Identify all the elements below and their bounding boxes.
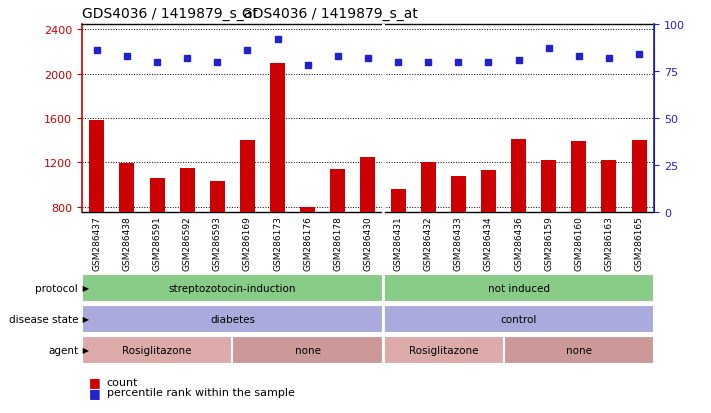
Bar [602,161,616,213]
Bar [119,164,134,213]
Text: agent: agent [48,345,78,355]
Text: GSM286178: GSM286178 [333,216,342,271]
Text: streptozotocin-induction: streptozotocin-induction [169,283,296,293]
Text: none: none [566,345,592,355]
Bar [631,141,646,213]
Bar [571,142,587,213]
Bar [149,178,165,213]
Text: ■: ■ [89,375,101,389]
Bar [421,163,436,213]
Text: GSM286163: GSM286163 [604,216,614,271]
Bar [360,157,375,213]
Text: ▶: ▶ [80,284,90,292]
Bar [82,274,383,302]
Text: GSM286591: GSM286591 [153,216,161,271]
Text: GDS4036 / 1419879_s_at: GDS4036 / 1419879_s_at [242,7,418,21]
Text: none: none [294,345,321,355]
Text: Rosiglitazone: Rosiglitazone [122,345,192,355]
Text: ▶: ▶ [80,315,90,323]
Text: GDS4036 / 1419879_s_at: GDS4036 / 1419879_s_at [82,7,257,21]
Bar [180,169,195,213]
Text: GSM286169: GSM286169 [243,216,252,271]
Text: GSM286592: GSM286592 [183,216,192,270]
Text: Rosiglitazone: Rosiglitazone [409,345,478,355]
Bar [481,171,496,213]
Text: GSM286159: GSM286159 [544,216,553,271]
Text: GSM286165: GSM286165 [634,216,643,271]
Text: protocol: protocol [36,283,78,293]
Text: not induced: not induced [488,283,550,293]
Bar [270,64,285,213]
Text: ■: ■ [89,386,101,399]
Text: GSM286433: GSM286433 [454,216,463,270]
Bar [383,305,654,333]
Text: GSM286176: GSM286176 [303,216,312,271]
Text: GSM286160: GSM286160 [574,216,583,271]
Text: GSM286430: GSM286430 [363,216,373,270]
Bar [390,190,405,213]
Text: disease state: disease state [9,314,78,324]
Bar [240,141,255,213]
Bar [90,121,105,213]
Bar [232,336,383,364]
Bar [300,207,315,213]
Bar [511,140,526,213]
Text: GSM286173: GSM286173 [273,216,282,271]
Bar [331,170,346,213]
Bar [451,176,466,213]
Text: count: count [107,377,138,387]
Text: ▶: ▶ [80,346,90,354]
Text: GSM286438: GSM286438 [122,216,132,270]
Text: GSM286434: GSM286434 [484,216,493,270]
Bar [210,182,225,213]
Bar [503,336,654,364]
Text: percentile rank within the sample: percentile rank within the sample [107,387,294,397]
Bar [383,336,503,364]
Bar [541,161,556,213]
Text: GSM286437: GSM286437 [92,216,102,270]
Text: GSM286593: GSM286593 [213,216,222,271]
Text: GSM286432: GSM286432 [424,216,433,270]
Text: GSM286431: GSM286431 [394,216,402,270]
Text: diabetes: diabetes [210,314,255,324]
Text: control: control [501,314,537,324]
Bar [82,305,383,333]
Text: GSM286436: GSM286436 [514,216,523,270]
Bar [383,274,654,302]
Bar [82,336,232,364]
